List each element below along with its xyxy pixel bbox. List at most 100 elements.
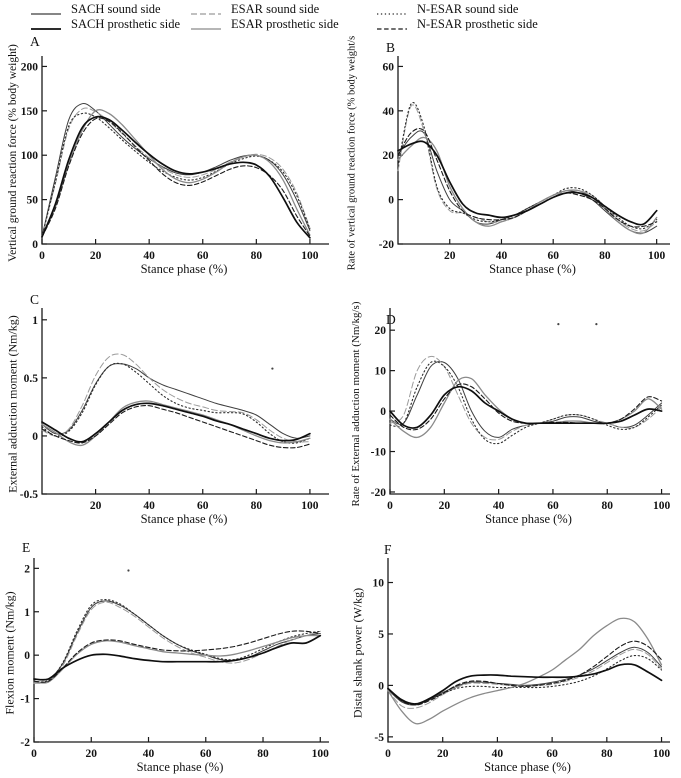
svg-text:0: 0 [32,431,38,443]
svg-text:-1: -1 [20,694,30,706]
svg-text:60: 60 [546,748,558,760]
panel-letter: D [386,312,397,327]
svg-text:20: 20 [439,500,451,512]
legend-line-sample [190,5,222,15]
legend-item-label: N-ESAR sound side [417,2,519,16]
figure-legend: SACH sound side SACH prosthetic side ESA… [30,2,538,31]
svg-text:5: 5 [378,629,384,641]
svg-text:100: 100 [653,748,671,760]
panel-letter: B [386,40,396,55]
svg-text:20: 20 [90,500,102,512]
legend-item-label: SACH prosthetic side [71,17,181,31]
svg-text:0: 0 [39,250,45,262]
svg-text:50: 50 [27,195,39,207]
plot-adduction-moment: -0.5 0 0.5 1 20 40 60 80 100 [20,308,329,512]
svg-text:0: 0 [388,195,394,207]
legend-item-esar-prosthetic: ESAR prosthetic side [190,17,376,31]
svg-text:40: 40 [143,500,155,512]
x-axis-label: Stance phase (%) [484,760,571,774]
svg-text:-5: -5 [374,732,384,744]
svg-text:20: 20 [444,250,456,262]
svg-text:60: 60 [200,748,212,760]
svg-text:60: 60 [197,250,209,262]
legend-line-sample [30,5,62,15]
svg-text:20: 20 [437,748,449,760]
svg-text:10: 10 [375,366,387,378]
svg-text:80: 80 [601,748,613,760]
svg-text:100: 100 [301,500,319,512]
svg-text:100: 100 [653,500,671,512]
svg-text:80: 80 [251,250,263,262]
panel-letter: A [30,34,41,49]
svg-text:0: 0 [385,748,391,760]
svg-text:80: 80 [602,500,614,512]
svg-text:-2: -2 [20,737,30,749]
svg-text:20: 20 [375,325,387,337]
svg-text:0: 0 [24,650,30,662]
legend-item-nesar-sound: N-ESAR sound side [376,2,538,16]
svg-text:-10: -10 [371,447,387,459]
svg-text:80: 80 [257,748,269,760]
svg-text:0: 0 [387,500,393,512]
svg-text:1: 1 [32,315,38,327]
legend-item-sach-prosthetic: SACH prosthetic side [30,17,190,31]
svg-text:150: 150 [21,106,39,118]
svg-text:-20: -20 [379,239,395,251]
plot-rate-vertical-grf: -20 0 20 40 60 20 40 60 80 100 [379,56,670,262]
panel-F: F Distal shank power (W/kg) -5 0 5 10 0 20 40 6… [340,530,681,778]
svg-text:60: 60 [547,250,559,262]
x-axis-label: Stance phase (%) [140,512,228,526]
panel-A: A Vertical ground reaction force (% body… [0,28,340,280]
svg-text:40: 40 [496,250,508,262]
svg-text:60: 60 [383,61,395,73]
legend-item-label: SACH sound side [71,2,161,16]
svg-text:20: 20 [86,748,98,760]
x-axis-label: Stance phase (%) [136,760,224,774]
svg-text:0: 0 [31,748,37,760]
svg-text:40: 40 [143,250,155,262]
svg-text:40: 40 [383,106,395,118]
panel-C: C External adduction moment (Nm/kg) -0.5… [0,280,340,530]
svg-text:100: 100 [312,748,330,760]
panel-B: B Rate of vertical ground reaction force… [340,28,681,280]
svg-text:0: 0 [380,406,386,418]
svg-text:-20: -20 [371,487,387,499]
panel-E: E Flexion moment (Nm/kg) -2 -1 0 1 2 0 20 40 60 8… [0,530,340,778]
svg-text:40: 40 [492,748,504,760]
legend-line-sample [30,20,62,30]
svg-text:80: 80 [599,250,611,262]
svg-text:20: 20 [383,150,395,162]
svg-text:40: 40 [493,500,505,512]
svg-text:0.5: 0.5 [24,373,39,385]
legend-line-sample [376,20,408,30]
plot-rate-adduction-moment: -20 -10 0 10 20 0 20 40 60 80 100 [371,308,671,512]
svg-text:0: 0 [378,680,384,692]
x-axis-label: Stance phase (%) [140,262,228,276]
svg-text:80: 80 [251,500,263,512]
legend-line-sample [190,20,222,30]
svg-text:20: 20 [90,250,102,262]
svg-text:0: 0 [32,239,38,251]
x-axis-label: Stance phase (%) [485,512,572,526]
panel-letter: F [384,542,393,557]
svg-text:-0.5: -0.5 [20,489,38,501]
legend-item-sach-sound: SACH sound side [30,2,190,16]
panel-letter: E [22,540,31,555]
legend-item-label: N-ESAR prosthetic side [417,17,538,31]
legend-line-sample [376,5,408,15]
svg-text:60: 60 [197,500,209,512]
legend-item-label: ESAR sound side [231,2,320,16]
svg-text:60: 60 [547,500,559,512]
panel-D: D Rate of External adduction moment (Nm/… [340,280,681,530]
panel-letter: C [30,292,40,307]
svg-text:100: 100 [301,250,319,262]
legend-item-esar-sound: ESAR sound side [190,2,376,16]
legend-item-label: ESAR prosthetic side [231,17,339,31]
svg-text:2: 2 [24,563,30,575]
legend-item-nesar-prosthetic: N-ESAR prosthetic side [376,17,538,31]
svg-text:1: 1 [24,607,30,619]
svg-text:200: 200 [21,61,39,73]
